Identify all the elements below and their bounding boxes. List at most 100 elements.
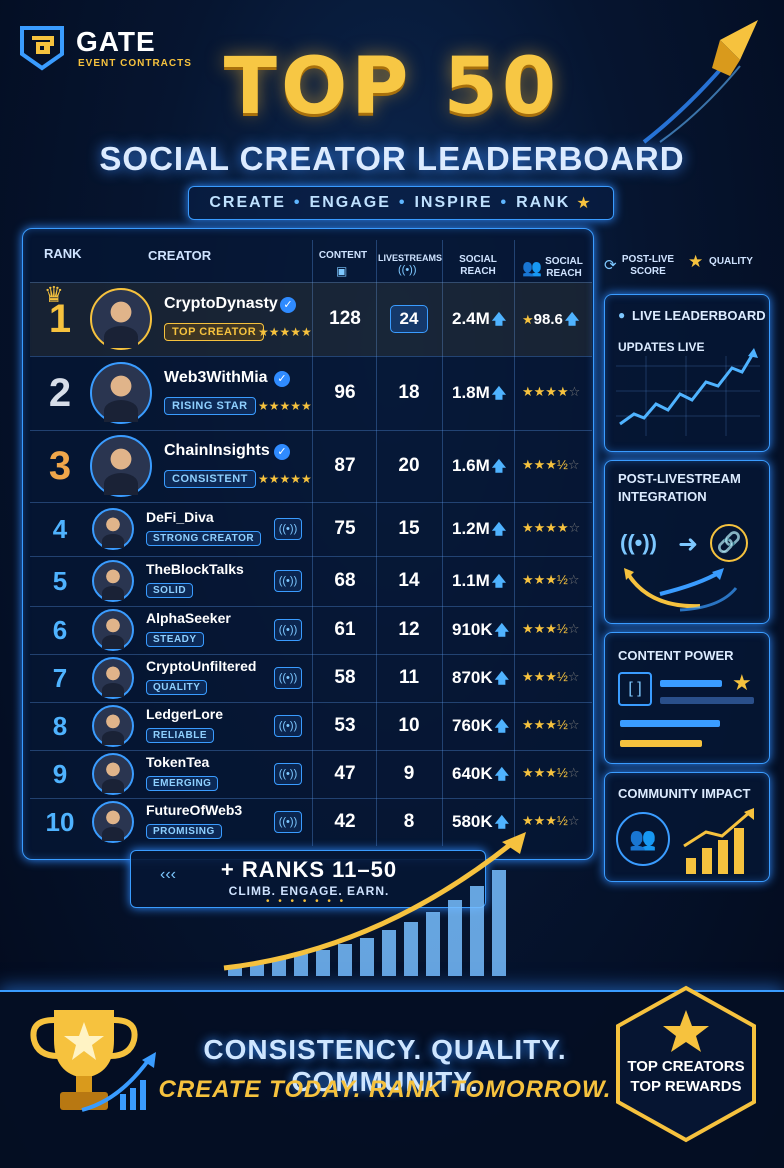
creator-badge: STRONG CREATOR: [146, 531, 262, 546]
social-reach: 580K 🡅: [452, 812, 510, 831]
tagline-item: RANK: [516, 194, 571, 211]
footer-slogan: CONSISTENCY. QUALITY. COMMUNITY.: [203, 1034, 567, 1097]
rank-number: 5: [52, 566, 68, 596]
creator-name[interactable]: TokenTea: [146, 754, 210, 770]
creator-name[interactable]: AlphaSeeker: [146, 610, 231, 626]
footer-cta: CREATE TODAY. RANK TOMORROW.: [158, 1076, 612, 1103]
post-live-score: ★98.6 🡅: [522, 311, 580, 328]
tagline-item: CREATE: [209, 194, 286, 211]
users-icon: 👥: [522, 260, 542, 277]
avatar: [90, 362, 152, 424]
avatar: [92, 753, 134, 795]
arrow-right-icon: ➜: [678, 531, 699, 558]
creator-name[interactable]: ChainInsights: [164, 442, 270, 459]
power-bar: [620, 720, 720, 727]
tagline-item: INSPIRE: [414, 194, 493, 211]
brand-name: GATE: [76, 26, 156, 57]
content-count: 61: [334, 619, 356, 640]
social-reach: 760K 🡅: [452, 716, 510, 735]
livestream-icon[interactable]: ((•)): [274, 763, 302, 785]
content-count: 58: [334, 667, 356, 688]
livestream-count: 15: [398, 518, 420, 539]
header-livestreams: LIVESTREAMS: [378, 253, 443, 263]
social-reach: 1.1M 🡅: [452, 571, 507, 590]
quality-stars: ★★★½☆: [522, 813, 580, 828]
star-icon: ★: [576, 195, 593, 212]
rank-number: 3: [48, 444, 72, 488]
page-subtitle: SOCIAL CREATOR LEADERBOARD: [99, 140, 685, 177]
livestream-count: 14: [398, 570, 420, 591]
content-icon: ▣: [336, 264, 348, 278]
header-creator: CREATOR: [148, 248, 212, 263]
verified-icon: ✓: [280, 297, 296, 313]
livestream-count: 20: [398, 455, 420, 476]
ranks-title: + RANKS 11–50: [220, 857, 398, 882]
social-reach: 910K 🡅: [452, 620, 510, 639]
creator-name[interactable]: TheBlockTalks: [146, 561, 244, 577]
brand-subtitle: EVENT CONTRACTS: [78, 58, 192, 69]
content-count: 75: [334, 518, 356, 539]
creator-name[interactable]: FutureOfWeb3: [146, 802, 243, 818]
livestream-count: 18: [398, 382, 420, 403]
quality-stars: ★★★½☆: [522, 717, 580, 732]
creator-badge: RISING STAR: [164, 397, 256, 415]
header-rank: RANK: [44, 246, 82, 261]
tagline-bar: CREATE • ENGAGE • INSPIRE • RANK ★: [188, 186, 614, 220]
cycle-arrows-icon: [624, 568, 738, 612]
creator-name[interactable]: Web3WithMia: [164, 369, 268, 386]
livestream-count: 9: [403, 763, 415, 784]
header-quality: QUALITY: [709, 256, 753, 267]
content-count: 42: [334, 811, 356, 832]
dots-decoration: • • • • • • •: [266, 896, 347, 907]
livestream-icon[interactable]: ((•)): [274, 570, 302, 592]
social-reach: 870K 🡅: [452, 668, 510, 687]
creator-badge: QUALITY: [146, 680, 208, 695]
live-leaderboard-subtitle: UPDATES LIVE: [618, 340, 705, 354]
rewards-line2: TOP REWARDS: [630, 1078, 742, 1095]
arrow-up-icon: 🡅: [494, 766, 510, 782]
rank-number: 8: [52, 711, 68, 741]
creator-badge: EMERGING: [146, 776, 219, 791]
creator-name[interactable]: CryptoUnfiltered: [146, 658, 257, 674]
rocket-icon: [642, 20, 758, 144]
community-impact-title: COMMUNITY IMPACT: [618, 786, 751, 801]
growth-bars-chart: [223, 832, 526, 976]
rank-number: 9: [52, 759, 68, 789]
header-social-reach: SOCIAL REACH: [459, 254, 497, 277]
livestream-icon[interactable]: ((•)): [274, 811, 302, 833]
arrow-up-icon: 🡅: [494, 670, 510, 686]
creator-name[interactable]: CryptoDynasty: [164, 295, 278, 312]
content-count: 68: [334, 570, 356, 591]
post-livestream-title: POST-LIVESTREAM INTEGRATION: [618, 471, 741, 504]
creator-badge: SOLID: [146, 583, 194, 598]
header-post-live: POST-LIVE SCORE: [621, 254, 675, 277]
rank-number: 7: [52, 663, 68, 693]
rating-stars: ★★★★★: [258, 399, 312, 413]
creator-badge: RELIABLE: [146, 728, 214, 743]
rewards-hexagon[interactable]: [612, 984, 760, 1144]
livestream-icon[interactable]: ((•)): [274, 619, 302, 641]
page-title: TOP 50: [223, 42, 561, 132]
content-count: 128: [329, 308, 361, 329]
quality-stars: ★★★½☆: [522, 621, 580, 636]
gate-logo-icon: [20, 26, 64, 71]
creator-name[interactable]: DeFi_Diva: [146, 509, 214, 525]
livestream-icon[interactable]: ((•)): [274, 715, 302, 737]
chevrons-left-icon: ‹‹‹: [160, 866, 176, 883]
rank-number: 10: [45, 807, 75, 837]
livestream-icon[interactable]: ((•)): [274, 667, 302, 689]
creator-badge: CONSISTENT: [164, 470, 256, 488]
live-dot-icon: ●: [618, 308, 626, 322]
arrow-up-icon: 🡅: [494, 814, 510, 830]
live-leaderboard-title: LIVE LEADERBOARD: [632, 308, 766, 323]
power-bar: [660, 680, 722, 687]
livestream-count: 8: [403, 811, 415, 832]
creator-name[interactable]: LedgerLore: [146, 706, 224, 722]
quality-stars: ★★★★☆: [522, 520, 581, 535]
livestream-count: 12: [398, 619, 420, 640]
livestream-icon[interactable]: ((•)): [274, 518, 302, 540]
trend-arrow-icon: [81, 1052, 156, 1112]
avatar: [92, 560, 134, 602]
social-reach: 1.6M 🡅: [452, 456, 507, 475]
livestream-count: 24: [390, 305, 428, 333]
